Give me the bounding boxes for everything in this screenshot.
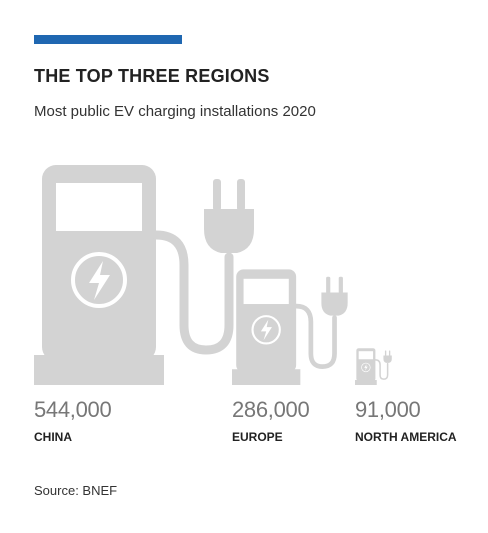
region-label-europe: EUROPE: [232, 430, 283, 444]
accent-bar: [34, 35, 182, 44]
chart-subtitle: Most public EV charging installations 20…: [34, 103, 316, 120]
value-label-north-america: 91,000: [355, 397, 421, 422]
value-label-europe: 286,000: [232, 397, 310, 422]
charger-mark-north-america: [355, 348, 392, 385]
region-label-north-america: NORTH AMERICA: [355, 430, 457, 444]
chart-title: THE TOP THREE REGIONS: [34, 66, 270, 86]
source-note: Source: BNEF: [34, 483, 118, 498]
charger-mark-china: [34, 165, 254, 385]
charger-mark-europe: [232, 269, 348, 385]
region-label-china: CHINA: [34, 430, 72, 444]
value-label-china: 544,000: [34, 397, 112, 422]
